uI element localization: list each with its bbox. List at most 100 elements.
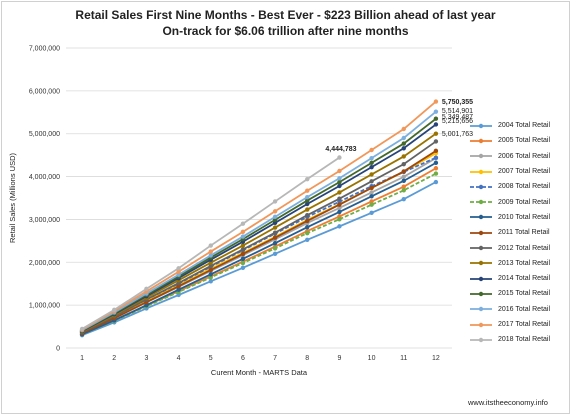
x-tick-label: 4 [177,355,181,362]
data-point [337,202,342,207]
legend-label: 2008 Total Retail [498,183,551,191]
data-point [272,241,278,246]
data-point [305,201,310,207]
legend: 2004 Total Retail 2005 Total Retail 2006 T… [468,118,568,347]
data-point [433,131,439,136]
x-tick-label: 9 [337,355,341,362]
series-line [81,172,437,336]
data-point [369,160,374,166]
data-point [433,139,439,144]
legend-swatch [470,215,492,220]
data-point [369,199,374,204]
data-point [337,196,342,201]
x-tick-label: 2 [112,355,116,362]
data-point [369,179,374,184]
data-point [240,251,246,257]
data-point [369,147,374,153]
data-point [433,99,439,104]
series-line [81,110,437,332]
legend-item: 2011 Total Retail [468,225,568,240]
data-point [337,155,342,160]
data-point [240,260,246,266]
legend-item: 2009 Total Retail [468,194,568,209]
y-tick-label: 1,000,000 [29,303,60,310]
data-point [305,218,310,224]
legend-item: 2012 Total Retail [468,240,568,255]
legend-swatch [470,230,492,235]
data-point [272,209,278,214]
data-point [337,205,342,211]
legend-item: 2013 Total Retail [468,256,568,271]
data-point [240,243,246,248]
data-point [240,234,246,239]
legend-label: 2017 Total Retail [498,321,551,328]
data-point [401,135,406,141]
x-tick-label: 6 [241,355,245,362]
data-point [401,196,406,202]
data-point [272,251,278,257]
data-point [208,249,213,254]
data-point [433,116,439,121]
data-label: 4,444,783 [325,146,356,153]
data-point [305,176,310,182]
data-label: 5,349,487 [442,114,473,121]
data-point [337,209,342,215]
data-point [369,190,374,195]
data-point [337,190,342,195]
data-point [176,269,181,274]
x-tick-label: 5 [209,355,213,362]
data-point [208,275,213,280]
data-point [208,253,213,258]
y-tick-label: 4,000,000 [29,174,60,181]
y-tick-label: 5,000,000 [29,131,60,138]
y-tick-label: 6,000,000 [29,88,60,95]
y-axis-title: Retail Sales (Millions USD) [8,152,17,243]
data-label: 5,750,355 [442,99,473,106]
x-tick-label: 7 [273,355,277,362]
legend-label: 2015 Total Retail [498,290,551,298]
chart-subtitle: On-track for $6.06 trillion after nine m… [162,24,409,38]
data-point [272,246,278,251]
data-point [208,272,213,277]
data-point [208,267,213,273]
legend-swatch [470,261,492,266]
data-point [433,179,439,185]
data-point [337,217,342,222]
data-point [401,174,406,180]
x-axis-title: Curent Month - MARTS Data [211,368,308,377]
data-point [272,225,278,230]
legend-item: 2007 Total Retail [468,164,568,179]
x-tick-label: 1 [80,355,84,362]
data-point [272,214,278,220]
x-tick-label: 10 [368,355,376,362]
data-point [433,148,439,154]
data-point [433,109,439,114]
data-point [401,169,406,174]
data-point [176,287,181,292]
legend-label: 2016 Total Retail [498,305,551,313]
x-tick-label: 8 [305,355,309,362]
legend-swatch [470,184,492,190]
data-point [433,122,439,127]
legend-item: 2006 Total Retail [468,149,568,164]
legend-swatch [470,322,492,327]
data-point [144,286,149,292]
legend-label: 2014 Total Retail [498,275,551,283]
legend-item: 2018 Total Retail [468,332,568,347]
data-point [272,199,278,204]
data-point [176,266,181,271]
legend-label: 2007 Total Retail [498,168,551,176]
data-label: 5,215,656 [442,118,473,125]
data-point [240,229,246,235]
y-tick-label: 0 [56,346,60,353]
legend-item: 2017 Total Retail [468,317,568,332]
data-point [272,230,278,235]
series-line [81,118,437,332]
series-line [81,123,437,332]
x-tick-label: 3 [144,355,148,362]
series-line [81,132,437,333]
legend-label: 2006 Total Retail [498,152,551,160]
legend-swatch [470,169,492,174]
legend-label: 2018 Total Retail [498,336,551,344]
data-point [240,247,246,252]
